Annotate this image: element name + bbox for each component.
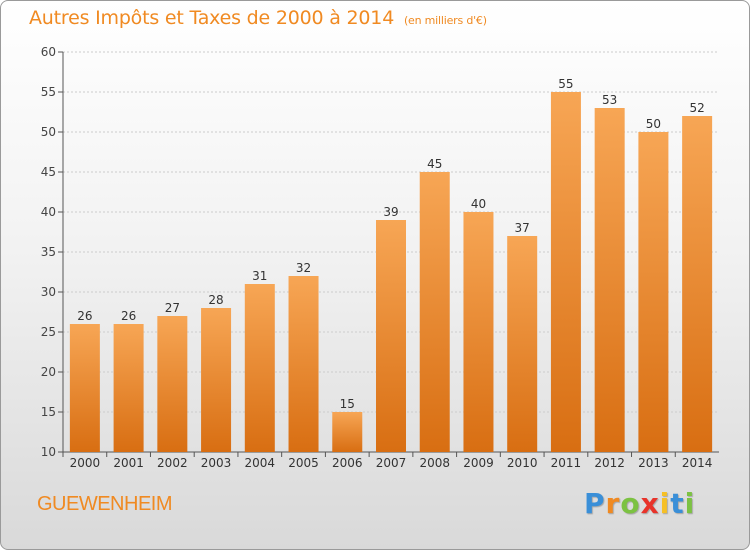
x-tick-label: 2014 [682, 456, 713, 470]
x-tick-label: 2002 [157, 456, 188, 470]
bar-value-label: 28 [208, 293, 223, 307]
y-tick-label: 35 [41, 245, 56, 259]
bar [288, 276, 319, 452]
x-tick-label: 2000 [70, 456, 101, 470]
y-tick-label: 30 [41, 285, 56, 299]
logo-letter: o [620, 487, 641, 520]
bar [594, 108, 625, 452]
x-tick-label: 2010 [507, 456, 538, 470]
bar-value-label: 52 [689, 101, 704, 115]
bar-value-label: 27 [165, 301, 180, 315]
bar-value-label: 32 [296, 261, 311, 275]
x-tick-label: 2001 [113, 456, 144, 470]
bar [113, 324, 144, 452]
logo-letter: x [640, 487, 660, 520]
logo-letter: P [584, 487, 606, 520]
bar [201, 308, 232, 452]
bar-value-label: 31 [252, 269, 267, 283]
bar-value-label: 37 [515, 221, 530, 235]
bar [244, 284, 275, 452]
bar-value-label: 50 [646, 117, 661, 131]
bar [419, 172, 450, 452]
bar-value-label: 26 [77, 309, 92, 323]
bars [69, 92, 713, 452]
value-labels: 26 26 27 28 31 32 15 39 45 40 37 55 53 50 52 [77, 77, 705, 411]
x-tick-label: 2003 [201, 456, 232, 470]
bar-value-label: 55 [558, 77, 573, 91]
chart-unit: (en milliers d'€) [403, 14, 487, 27]
x-tick-labels: 2000 2001 2002 2003 2004 2005 2006 2007 2008 2009… [70, 456, 713, 470]
bar [69, 324, 100, 452]
bar [550, 92, 581, 452]
bar [332, 412, 363, 452]
bar-value-label: 40 [471, 197, 486, 211]
x-tick-label: 2011 [551, 456, 582, 470]
commune-name: GUEWENHEIM [37, 493, 173, 515]
bar [376, 220, 406, 452]
y-tick-label: 40 [41, 205, 56, 219]
y-tick-label: 55 [41, 85, 56, 99]
y-tick-label: 25 [41, 325, 56, 339]
x-tick-label: 2005 [288, 456, 319, 470]
x-tick-label: 2004 [245, 456, 276, 470]
y-tick-label: 10 [41, 445, 56, 459]
bar-value-label: 53 [602, 93, 617, 107]
bar-value-label: 15 [340, 397, 355, 411]
x-tick-label: 2009 [463, 456, 494, 470]
logo-letter: i [684, 487, 696, 520]
y-tick-label: 45 [41, 165, 56, 179]
y-tick-label: 50 [41, 125, 56, 139]
bar-value-label: 26 [121, 309, 136, 323]
bar [157, 316, 188, 452]
bar [682, 116, 713, 452]
logo-letter: i [659, 487, 671, 520]
y-tick-labels: 10 15 20 25 30 35 40 45 50 55 60 [41, 45, 56, 459]
logo-letter: r [605, 487, 621, 520]
bar [638, 132, 669, 452]
x-tick-label: 2006 [332, 456, 363, 470]
y-tick-label: 15 [41, 405, 56, 419]
chart-title-text: Autres Impôts et Taxes de 2000 à 2014 [29, 7, 395, 29]
x-tick-label: 2007 [376, 456, 407, 470]
x-tick-label: 2013 [638, 456, 669, 470]
logo-letter: t [670, 487, 685, 520]
bar [507, 236, 538, 452]
bar-value-label: 45 [427, 157, 442, 171]
bar-value-label: 39 [383, 205, 398, 219]
x-tick-label: 2012 [594, 456, 625, 470]
bar [463, 212, 494, 452]
chart-title: Autres Impôts et Taxes de 2000 à 2014 (e… [29, 7, 487, 29]
proxiti-logo[interactable]: Proxiti [584, 487, 695, 520]
y-tick-label: 20 [41, 365, 56, 379]
x-tick-label: 2008 [419, 456, 450, 470]
y-tick-label: 60 [41, 45, 56, 59]
